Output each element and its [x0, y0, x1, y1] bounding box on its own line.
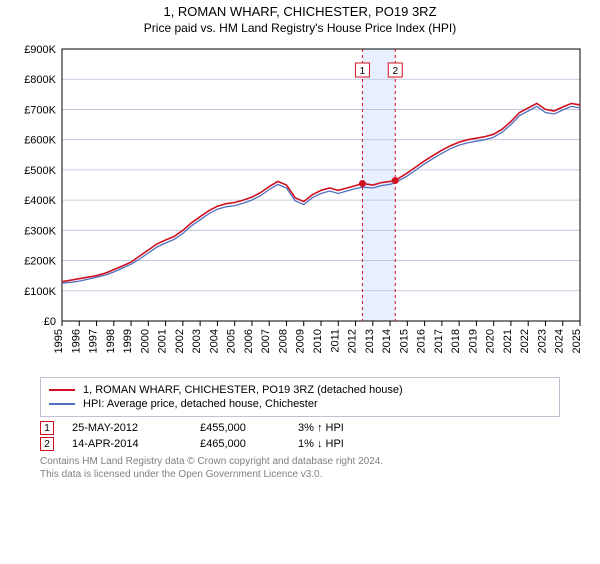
svg-text:1997: 1997: [88, 329, 100, 353]
svg-text:2021: 2021: [502, 329, 514, 353]
svg-text:£0: £0: [44, 316, 56, 328]
svg-text:£600K: £600K: [24, 135, 56, 147]
svg-text:2025: 2025: [571, 329, 583, 353]
svg-text:2012: 2012: [347, 329, 359, 353]
sale-hpi-delta: 3% ↑ HPI: [298, 422, 378, 434]
svg-text:2011: 2011: [329, 329, 341, 353]
legend: 1, ROMAN WHARF, CHICHESTER, PO19 3RZ (de…: [40, 377, 560, 417]
price-chart: £0 £100K £200K £300K £400K £500K £600K £700K £80…: [10, 41, 590, 371]
legend-label: 1, ROMAN WHARF, CHICHESTER, PO19 3RZ (de…: [83, 384, 403, 396]
sales-table: 1 25-MAY-2012 £455,000 3% ↑ HPI 2 14-APR-2014…: [0, 421, 600, 451]
svg-text:£500K: £500K: [24, 165, 56, 177]
license-line1: Contains HM Land Registry data © Crown c…: [40, 456, 383, 467]
svg-text:2: 2: [392, 66, 398, 77]
svg-text:1: 1: [360, 66, 366, 77]
svg-text:2016: 2016: [416, 329, 428, 353]
svg-text:2019: 2019: [467, 329, 479, 353]
svg-text:2004: 2004: [208, 329, 220, 353]
chart-subtitle: Price paid vs. HM Land Registry's House …: [0, 21, 600, 35]
svg-text:2003: 2003: [191, 329, 203, 353]
legend-row: 1, ROMAN WHARF, CHICHESTER, PO19 3RZ (de…: [49, 384, 551, 396]
svg-text:2005: 2005: [226, 329, 238, 353]
svg-text:2017: 2017: [433, 329, 445, 353]
svg-text:2024: 2024: [554, 329, 566, 353]
svg-text:1999: 1999: [122, 329, 134, 353]
svg-text:2000: 2000: [139, 329, 151, 353]
sale-price: £465,000: [200, 438, 280, 450]
svg-text:1998: 1998: [105, 329, 117, 353]
chart-area: £0 £100K £200K £300K £400K £500K £600K £700K £80…: [10, 41, 590, 371]
svg-text:£900K: £900K: [24, 44, 56, 56]
svg-text:2006: 2006: [243, 329, 255, 353]
svg-text:£300K: £300K: [24, 225, 56, 237]
svg-text:2009: 2009: [295, 329, 307, 353]
svg-text:2018: 2018: [450, 329, 462, 353]
svg-text:2007: 2007: [260, 329, 272, 353]
svg-text:2008: 2008: [277, 329, 289, 353]
svg-text:1995: 1995: [53, 329, 65, 353]
sale-hpi-delta: 1% ↓ HPI: [298, 438, 378, 450]
svg-text:1996: 1996: [70, 329, 82, 353]
legend-swatch: [49, 403, 75, 405]
sale-marker: 2: [40, 437, 54, 451]
svg-text:2023: 2023: [536, 329, 548, 353]
legend-label: HPI: Average price, detached house, Chic…: [83, 398, 318, 410]
sale-date: 25-MAY-2012: [72, 422, 182, 434]
sale-price: £455,000: [200, 422, 280, 434]
license-text: Contains HM Land Registry data © Crown c…: [40, 455, 560, 481]
svg-text:2022: 2022: [519, 329, 531, 353]
legend-swatch: [49, 389, 75, 391]
svg-text:£200K: £200K: [24, 256, 56, 268]
sale-date: 14-APR-2014: [72, 438, 182, 450]
sale-row: 1 25-MAY-2012 £455,000 3% ↑ HPI: [40, 421, 560, 435]
svg-text:£800K: £800K: [24, 74, 56, 86]
svg-text:2020: 2020: [485, 329, 497, 353]
svg-text:2014: 2014: [381, 329, 393, 353]
svg-text:2013: 2013: [364, 329, 376, 353]
svg-text:2001: 2001: [157, 329, 169, 353]
svg-text:2002: 2002: [174, 329, 186, 353]
svg-text:£700K: £700K: [24, 104, 56, 116]
license-line2: This data is licensed under the Open Gov…: [40, 469, 322, 480]
chart-title: 1, ROMAN WHARF, CHICHESTER, PO19 3RZ: [0, 4, 600, 19]
sale-marker: 1: [40, 421, 54, 435]
svg-text:2010: 2010: [312, 329, 324, 353]
svg-text:£400K: £400K: [24, 195, 56, 207]
svg-text:2015: 2015: [398, 329, 410, 353]
legend-row: HPI: Average price, detached house, Chic…: [49, 398, 551, 410]
sale-row: 2 14-APR-2014 £465,000 1% ↓ HPI: [40, 437, 560, 451]
svg-text:£100K: £100K: [24, 286, 56, 298]
